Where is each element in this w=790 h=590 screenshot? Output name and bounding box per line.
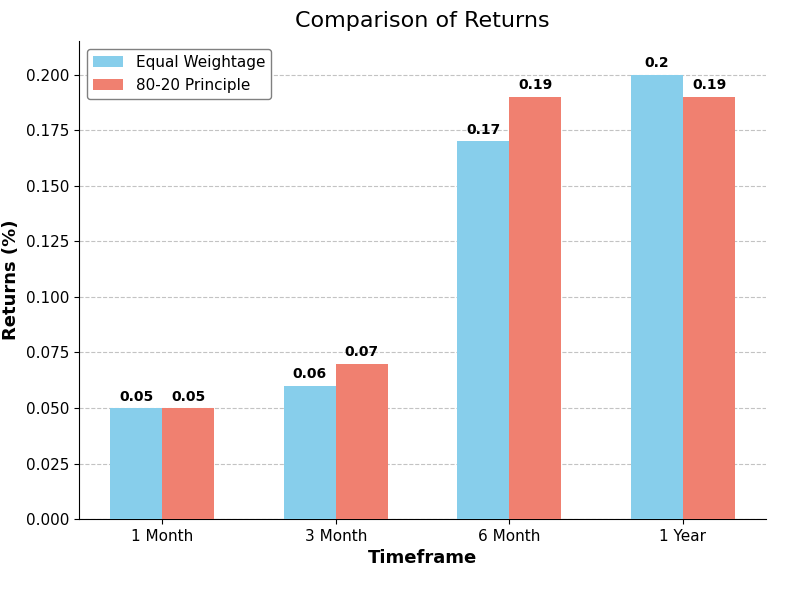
Legend: Equal Weightage, 80-20 Principle: Equal Weightage, 80-20 Principle [87, 49, 271, 99]
Bar [457, 142, 510, 519]
X-axis label: Timeframe: Timeframe [368, 549, 477, 568]
Bar [631, 75, 683, 519]
Text: 0.07: 0.07 [345, 345, 379, 359]
Text: 0.05: 0.05 [171, 389, 205, 404]
Text: 0.06: 0.06 [293, 368, 327, 381]
Bar [510, 97, 562, 519]
Bar [336, 363, 388, 519]
Y-axis label: Returns (%): Returns (%) [2, 220, 21, 340]
Title: Comparison of Returns: Comparison of Returns [295, 11, 550, 31]
Text: 0.17: 0.17 [466, 123, 501, 137]
Text: 0.19: 0.19 [518, 78, 552, 93]
Text: 0.19: 0.19 [692, 78, 726, 93]
Text: 0.05: 0.05 [119, 389, 153, 404]
Bar [284, 386, 336, 519]
Bar [683, 97, 735, 519]
Text: 0.2: 0.2 [645, 56, 669, 70]
Bar [162, 408, 214, 519]
Bar [111, 408, 162, 519]
